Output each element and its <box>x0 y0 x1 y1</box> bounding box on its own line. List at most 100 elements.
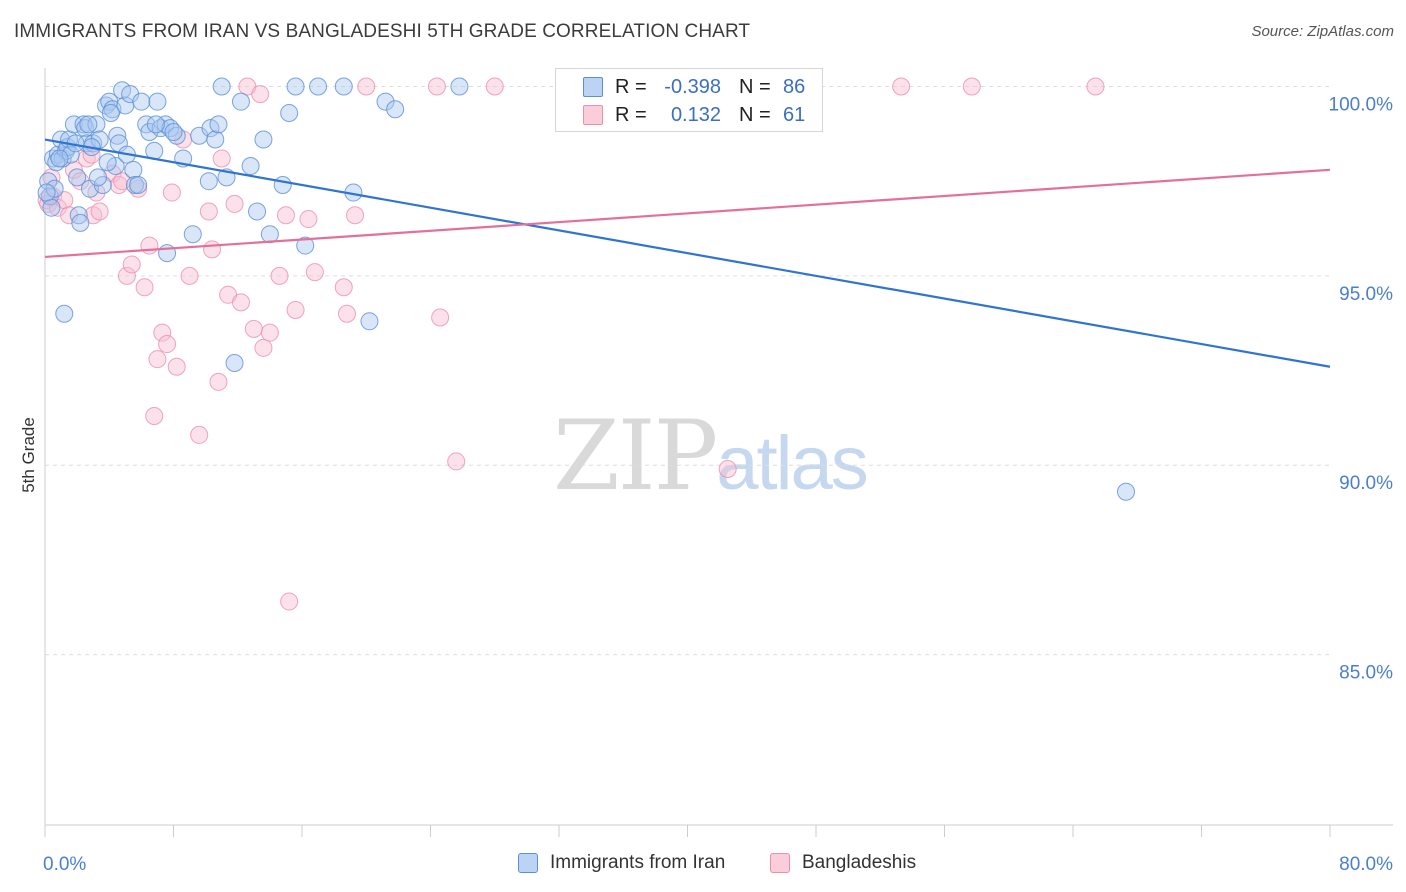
point-bangladeshi <box>334 278 353 297</box>
point-iran <box>140 122 159 141</box>
point-bangladeshi <box>485 77 504 96</box>
point-iran <box>183 225 202 244</box>
point-iran <box>124 160 143 179</box>
point-bangladeshi <box>167 357 186 376</box>
point-iran <box>260 225 279 244</box>
watermark: ZIPatlas <box>553 400 869 512</box>
legend-swatch-bangladeshi <box>583 105 603 125</box>
series-swatch-bangladeshi <box>770 853 790 873</box>
point-iran <box>69 206 88 225</box>
legend-n-label: N = <box>739 103 771 126</box>
point-iran <box>55 304 74 323</box>
legend-r-label: R = <box>615 103 647 126</box>
point-bangladeshi <box>305 263 324 282</box>
chart-title: IMMIGRANTS FROM IRAN VS BANGLADESHI 5TH … <box>14 21 751 42</box>
y-tick-label: 95.0% <box>1339 284 1393 305</box>
point-bangladeshi <box>260 323 279 342</box>
point-bangladeshi <box>180 266 199 285</box>
point-iran <box>39 172 58 191</box>
point-iran <box>386 100 405 119</box>
point-bangladeshi <box>357 77 376 96</box>
point-bangladeshi <box>447 452 466 471</box>
point-iran <box>376 92 395 111</box>
point-bangladeshi <box>962 77 981 96</box>
point-bangladeshi <box>190 425 209 444</box>
series-label-bangladeshi: Bangladeshis <box>802 852 917 873</box>
legend-row-iran: R = -0.398 N = 86 <box>556 73 805 101</box>
point-iran <box>254 130 273 149</box>
point-bangladeshi <box>231 293 250 312</box>
series-legend-bangladeshi[interactable]: Bangladeshis <box>770 852 916 874</box>
legend-n-label: N = <box>739 75 771 98</box>
point-bangladeshi <box>135 278 154 297</box>
point-bangladeshi <box>90 202 109 221</box>
point-iran <box>68 168 87 187</box>
point-bangladeshi <box>212 149 231 168</box>
series-swatch-iran <box>518 853 538 873</box>
y-tick-label: 90.0% <box>1339 473 1393 494</box>
point-iran <box>89 168 108 187</box>
point-bangladeshi <box>162 183 181 202</box>
point-iran <box>146 115 165 134</box>
point-bangladeshi <box>251 85 270 104</box>
series-label-iran: Immigrants from Iran <box>550 852 726 873</box>
point-iran <box>248 202 267 221</box>
point-iran <box>98 153 117 172</box>
point-bangladeshi <box>145 406 164 425</box>
point-bangladeshi <box>299 210 318 229</box>
point-bangladeshi <box>431 308 450 327</box>
point-iran <box>273 175 292 194</box>
legend-r-value: -0.398 <box>664 75 721 98</box>
point-bangladeshi <box>209 372 228 391</box>
point-bangladeshi <box>427 77 446 96</box>
point-bangladeshi <box>153 323 172 342</box>
point-iran <box>1117 482 1136 501</box>
point-iran <box>309 77 328 96</box>
point-iran <box>206 130 225 149</box>
point-iran <box>132 92 151 111</box>
point-bangladeshi <box>276 206 295 225</box>
point-iran <box>61 145 80 164</box>
point-bangladeshi <box>346 206 365 225</box>
y-axis-label: 5th Grade <box>19 417 38 493</box>
point-iran <box>148 92 167 111</box>
point-iran <box>212 77 231 96</box>
x-tick-label: 80.0% <box>1339 854 1393 875</box>
point-iran <box>231 92 250 111</box>
point-iran <box>241 157 260 176</box>
series-legend-iran[interactable]: Immigrants from Iran <box>518 852 725 874</box>
trendline-iran <box>44 138 1331 368</box>
point-iran <box>37 183 56 202</box>
point-iran <box>42 198 61 217</box>
point-iran <box>334 77 353 96</box>
point-iran <box>71 213 90 232</box>
point-iran <box>209 115 228 134</box>
point-iran <box>199 172 218 191</box>
x-tick-label: 0.0% <box>43 854 86 875</box>
point-bangladeshi <box>254 338 273 357</box>
y-tick-label: 100.0% <box>1329 95 1394 116</box>
point-bangladeshi <box>203 240 222 259</box>
watermark-atlas: atlas <box>716 421 869 506</box>
legend-n-value: 61 <box>783 103 806 126</box>
point-bangladeshi <box>122 255 141 274</box>
legend-r-label: R = <box>615 75 647 98</box>
point-iran <box>164 122 183 141</box>
legend-swatch-iran <box>583 77 603 97</box>
point-bangladeshi <box>244 319 263 338</box>
point-bangladeshi <box>286 300 305 319</box>
point-bangladeshi <box>199 202 218 221</box>
y-tick-label: 85.0% <box>1339 663 1393 684</box>
point-iran <box>286 77 305 96</box>
point-iran <box>360 312 379 331</box>
point-bangladeshi <box>117 266 136 285</box>
point-iran <box>64 115 83 134</box>
trendline-bangladeshi <box>44 168 1331 259</box>
point-bangladeshi <box>892 77 911 96</box>
watermark-zip: ZIP <box>553 400 718 512</box>
point-iran <box>129 175 148 194</box>
point-bangladeshi <box>280 592 299 611</box>
point-iran <box>280 104 299 123</box>
point-iran <box>50 149 69 168</box>
